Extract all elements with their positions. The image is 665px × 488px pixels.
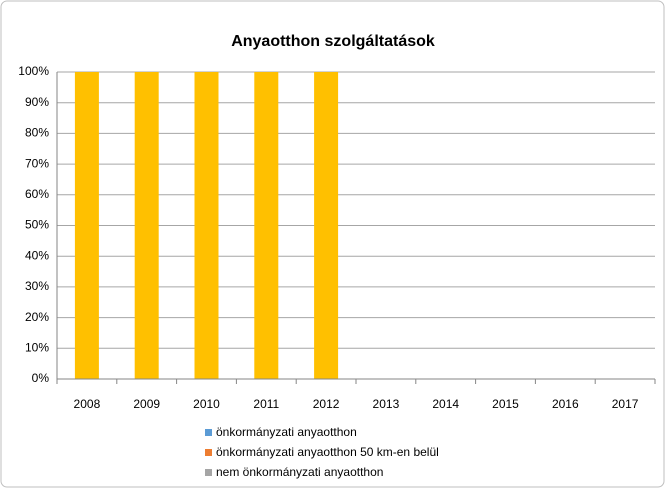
bar-segment xyxy=(314,72,339,379)
x-tick-label: 2013 xyxy=(373,397,400,411)
x-tick-label: 2009 xyxy=(133,397,160,411)
x-tick-label: 2017 xyxy=(612,397,639,411)
legend-swatch xyxy=(205,429,212,436)
y-tick-label: 60% xyxy=(25,187,49,201)
bar-segment xyxy=(254,72,279,379)
y-tick-label: 90% xyxy=(25,95,49,109)
bar-segment xyxy=(74,72,99,379)
legend-label: önkormányzati anyaotthon 50 km-en belül xyxy=(216,445,439,459)
y-tick-label: 100% xyxy=(18,64,49,78)
y-tick-label: 0% xyxy=(32,371,50,385)
legend-label: nem önkormányzati anyaotthon xyxy=(216,465,383,479)
x-tick-label: 2014 xyxy=(432,397,459,411)
x-tick-label: 2008 xyxy=(74,397,101,411)
x-tick-label: 2010 xyxy=(193,397,220,411)
legend-swatch xyxy=(205,449,212,456)
y-tick-label: 10% xyxy=(25,340,49,354)
y-tick-label: 70% xyxy=(25,156,49,170)
legend-swatch xyxy=(205,469,212,476)
bar-segment xyxy=(194,72,219,379)
x-tick-label: 2016 xyxy=(552,397,579,411)
y-tick-label: 80% xyxy=(25,126,49,140)
x-tick-label: 2011 xyxy=(253,397,279,411)
legend-label: önkormányzati anyaotthon xyxy=(216,425,357,439)
y-tick-label: 30% xyxy=(25,279,49,293)
x-tick-label: 2015 xyxy=(492,397,519,411)
y-tick-label: 50% xyxy=(25,218,49,232)
chart-title: Anyaotthon szolgáltatások xyxy=(231,33,435,50)
y-tick-label: 40% xyxy=(25,248,49,262)
bar-segment xyxy=(134,72,159,379)
y-tick-label: 20% xyxy=(25,310,49,324)
x-tick-label: 2012 xyxy=(313,397,340,411)
